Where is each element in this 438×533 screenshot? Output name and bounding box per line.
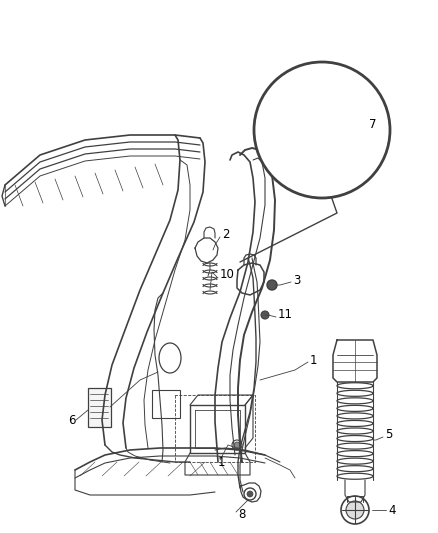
Circle shape bbox=[247, 491, 253, 497]
Text: 1: 1 bbox=[310, 353, 318, 367]
Circle shape bbox=[314, 108, 330, 124]
Circle shape bbox=[346, 501, 364, 519]
Text: 10: 10 bbox=[220, 269, 235, 281]
Text: 2: 2 bbox=[222, 229, 230, 241]
Text: 5: 5 bbox=[385, 429, 392, 441]
Circle shape bbox=[244, 488, 256, 500]
Circle shape bbox=[267, 280, 277, 290]
Circle shape bbox=[341, 496, 369, 524]
Text: 4: 4 bbox=[388, 504, 396, 516]
Text: 6: 6 bbox=[68, 414, 75, 426]
Text: 3: 3 bbox=[293, 273, 300, 287]
FancyBboxPatch shape bbox=[88, 387, 110, 426]
Circle shape bbox=[232, 440, 242, 450]
Text: 8: 8 bbox=[238, 508, 245, 521]
Circle shape bbox=[261, 311, 269, 319]
Text: 1: 1 bbox=[218, 456, 226, 469]
Circle shape bbox=[254, 62, 390, 198]
Text: 11: 11 bbox=[278, 309, 293, 321]
Text: 7: 7 bbox=[369, 118, 377, 132]
Circle shape bbox=[234, 442, 240, 448]
